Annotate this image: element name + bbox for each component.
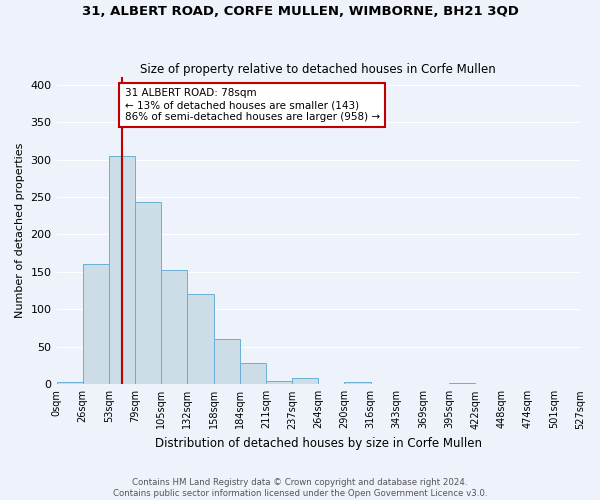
Y-axis label: Number of detached properties: Number of detached properties — [15, 143, 25, 318]
Text: Contains HM Land Registry data © Crown copyright and database right 2024.
Contai: Contains HM Land Registry data © Crown c… — [113, 478, 487, 498]
Bar — [109, 156, 135, 384]
Bar — [240, 364, 266, 384]
Bar — [135, 202, 161, 384]
Bar — [344, 382, 371, 384]
Text: 31 ALBERT ROAD: 78sqm
← 13% of detached houses are smaller (143)
86% of semi-det: 31 ALBERT ROAD: 78sqm ← 13% of detached … — [125, 88, 380, 122]
Bar — [161, 270, 187, 384]
Bar — [214, 340, 240, 384]
Bar — [83, 264, 109, 384]
Bar — [56, 382, 83, 384]
Text: 31, ALBERT ROAD, CORFE MULLEN, WIMBORNE, BH21 3QD: 31, ALBERT ROAD, CORFE MULLEN, WIMBORNE,… — [82, 5, 518, 18]
Bar — [266, 380, 292, 384]
Title: Size of property relative to detached houses in Corfe Mullen: Size of property relative to detached ho… — [140, 63, 496, 76]
Bar — [449, 383, 475, 384]
Bar — [292, 378, 318, 384]
X-axis label: Distribution of detached houses by size in Corfe Mullen: Distribution of detached houses by size … — [155, 437, 482, 450]
Bar — [187, 294, 214, 384]
